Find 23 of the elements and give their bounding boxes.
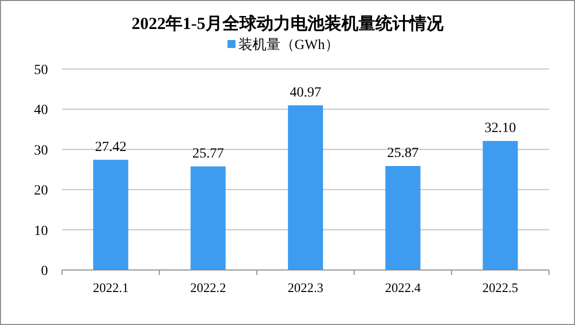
- legend-label: 装机量（GWh）: [238, 37, 339, 53]
- y-tick-label: 0: [41, 264, 48, 279]
- y-tick-label: 50: [34, 63, 48, 78]
- x-tick-label: 2022.3: [288, 280, 324, 295]
- data-label: 25.87: [387, 146, 419, 162]
- x-tick-label: 2022.2: [190, 280, 226, 295]
- bar: [288, 105, 324, 270]
- data-label: 27.42: [94, 140, 126, 155]
- data-label: 40.97: [290, 85, 322, 100]
- bar: [93, 160, 128, 270]
- data-label: 25.77: [192, 146, 224, 162]
- data-label: 32.10: [484, 120, 516, 136]
- y-tick-label: 10: [34, 224, 48, 239]
- x-tick-label: 2022.1: [92, 280, 129, 295]
- bar: [385, 166, 420, 270]
- bar: [482, 140, 518, 270]
- y-tick-label: 30: [34, 143, 48, 158]
- x-tick-label: 2022.4: [385, 280, 422, 295]
- bar: [190, 166, 226, 270]
- x-tick-label: 2022.5: [482, 280, 518, 295]
- y-tick-label: 40: [34, 103, 48, 118]
- chart-title: 2022年1-5月全球动力电池装机量统计情况: [132, 14, 444, 33]
- y-tick-label: 20: [34, 184, 48, 199]
